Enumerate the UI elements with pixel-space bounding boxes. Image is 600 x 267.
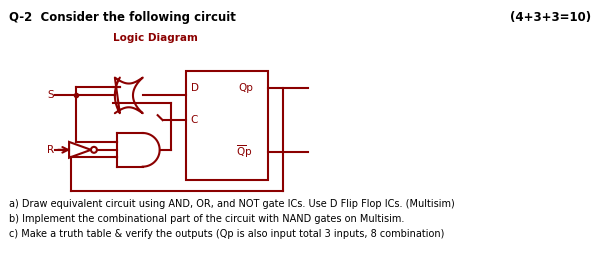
Text: Logic Diagram: Logic Diagram [113,33,198,43]
Text: R: R [47,145,54,155]
Text: D: D [191,84,199,93]
Text: Q-2  Consider the following circuit: Q-2 Consider the following circuit [10,11,236,24]
Text: b) Implement the combinational part of the circuit with NAND gates on Multisim.: b) Implement the combinational part of t… [10,214,405,224]
Bar [185,71,268,179]
Text: $\overline{\rm Q}$p: $\overline{\rm Q}$p [236,144,253,160]
Text: S: S [47,91,54,100]
Text: c) Make a truth table & verify the outputs (Qp is also input total 3 inputs, 8 c: c) Make a truth table & verify the outpu… [10,229,445,239]
Text: (4+3+3=10): (4+3+3=10) [509,11,590,24]
Text: Qp: Qp [238,84,253,93]
Text: a) Draw equivalent circuit using AND, OR, and NOT gate ICs. Use D Flip Flop ICs.: a) Draw equivalent circuit using AND, OR… [10,199,455,209]
Text: C: C [191,115,198,125]
